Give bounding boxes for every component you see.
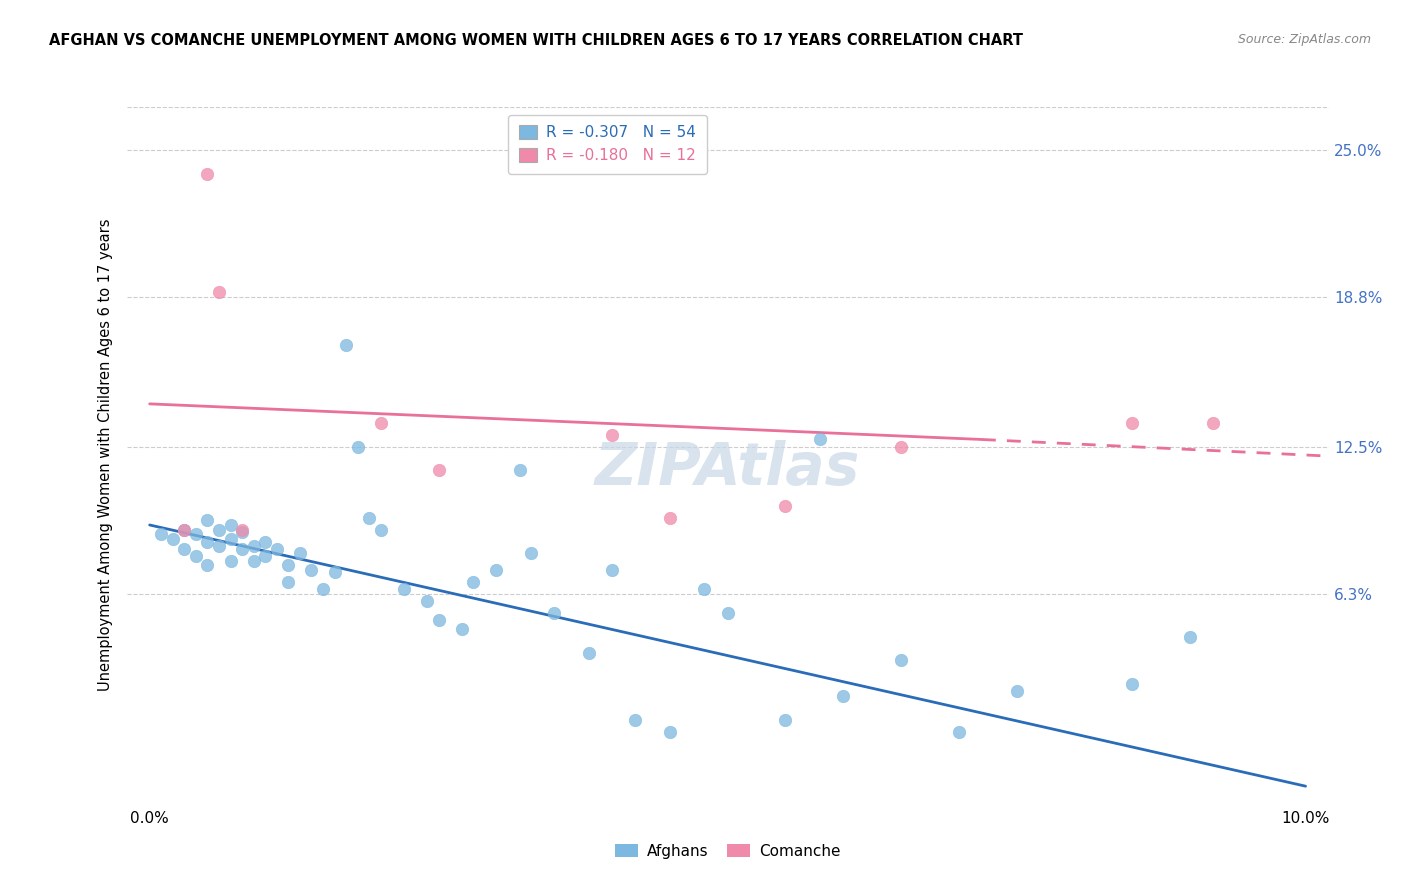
Legend: Afghans, Comanche: Afghans, Comanche [609,838,846,864]
Point [543,606,565,620]
Text: ZIPAtlas: ZIPAtlas [595,441,860,498]
Point [242,539,264,553]
Point [1178,630,1201,644]
Point [463,574,485,589]
Point [254,534,277,549]
Point [242,553,264,567]
Point [890,440,912,454]
Point [427,613,450,627]
Point [693,582,716,596]
Point [832,689,855,703]
Point [197,167,219,181]
Point [775,713,797,727]
Point [1005,684,1028,698]
Point [578,646,600,660]
Point [208,285,231,300]
Point [208,539,231,553]
Point [416,594,439,608]
Point [288,546,311,560]
Point [370,523,392,537]
Text: Source: ZipAtlas.com: Source: ZipAtlas.com [1237,33,1371,46]
Point [392,582,415,596]
Point [520,546,543,560]
Point [277,558,299,573]
Point [150,527,173,541]
Point [231,525,253,540]
Point [335,337,357,351]
Point [231,541,253,556]
Point [1202,416,1225,430]
Point [658,511,681,525]
Point [890,653,912,667]
Point [427,463,450,477]
Point [1121,416,1143,430]
Point [219,553,242,567]
Point [277,574,299,589]
Point [600,427,623,442]
Text: AFGHAN VS COMANCHE UNEMPLOYMENT AMONG WOMEN WITH CHILDREN AGES 6 TO 17 YEARS COR: AFGHAN VS COMANCHE UNEMPLOYMENT AMONG WO… [49,33,1024,48]
Point [208,523,231,537]
Point [266,541,288,556]
Point [197,534,219,549]
Point [775,499,797,513]
Point [162,533,184,547]
Point [197,513,219,527]
Point [219,518,242,533]
Point [184,549,207,563]
Point [346,440,368,454]
Point [948,724,970,739]
Point [600,563,623,577]
Point [370,416,392,430]
Point [450,623,472,637]
Point [219,533,242,547]
Point [808,433,831,447]
Point [301,563,323,577]
Point [1121,677,1143,691]
Point [231,523,253,537]
Point [173,541,195,556]
Point [254,549,277,563]
Point [717,606,740,620]
Point [173,523,195,537]
Point [509,463,531,477]
Y-axis label: Unemployment Among Women with Children Ages 6 to 17 years: Unemployment Among Women with Children A… [98,219,114,691]
Point [359,511,381,525]
Point [485,563,508,577]
Point [184,527,207,541]
Point [323,566,346,580]
Point [197,558,219,573]
Point [173,523,195,537]
Point [658,724,681,739]
Point [624,713,647,727]
Point [312,582,335,596]
